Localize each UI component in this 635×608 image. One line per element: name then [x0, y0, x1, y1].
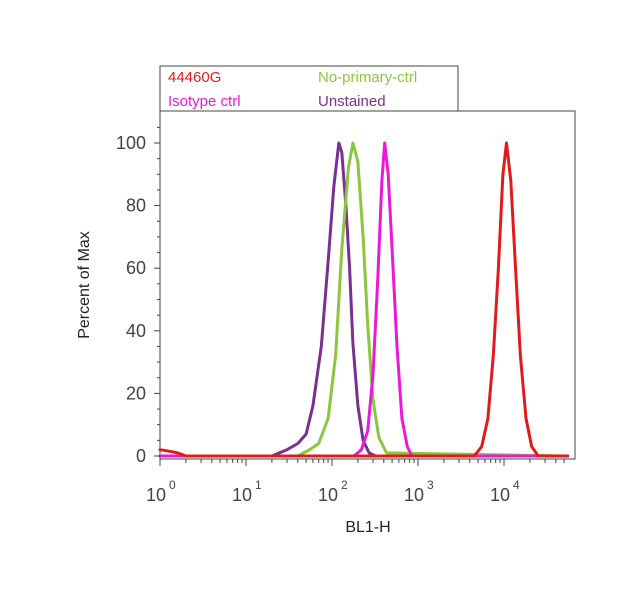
x-tick-exponent: 4: [513, 478, 520, 492]
legend-entry-44460g: 44460G: [168, 69, 221, 86]
y-axis-title: Percent of Max: [76, 231, 93, 339]
y-tick-label: 0: [136, 446, 146, 466]
series-line-isotype-ctrl: [158, 141, 570, 458]
legend-entry-no-primary-ctrl: No-primary-ctrl: [318, 69, 417, 86]
y-tick-label: 20: [126, 383, 146, 403]
x-axis: 10 0 10 1 10 2 10 3 10 4: [146, 459, 565, 505]
x-tick-label: 10: [318, 485, 338, 505]
series-layer: [158, 141, 570, 458]
x-tick-label: 10: [146, 485, 166, 505]
x-axis-title: BL1-H: [345, 519, 390, 536]
legend-entry-isotype-ctrl: Isotype ctrl: [168, 93, 241, 110]
x-tick-label: 10: [404, 485, 424, 505]
x-tick-label: 10: [232, 485, 252, 505]
y-tick-label: 40: [126, 321, 146, 341]
x-tick-exponent: 1: [255, 478, 262, 492]
legend: 44460G No-primary-ctrl Isotype ctrl Unst…: [159, 65, 459, 112]
y-axis: 0 20 40 60 80 100: [116, 126, 160, 466]
y-tick-label: 80: [126, 196, 146, 216]
series-line-no-primary-ctrl: [158, 141, 570, 458]
x-tick-exponent: 2: [341, 478, 348, 492]
series-line-44460g: [158, 141, 570, 458]
x-tick-label: 10: [490, 485, 510, 505]
y-tick-label: 100: [116, 133, 146, 153]
legend-frame: [159, 65, 459, 112]
y-tick-label: 60: [126, 258, 146, 278]
plot-area: [159, 110, 576, 460]
x-tick-exponent: 0: [169, 478, 176, 492]
x-tick-exponent: 3: [427, 478, 434, 492]
legend-entry-unstained: Unstained: [318, 93, 386, 110]
